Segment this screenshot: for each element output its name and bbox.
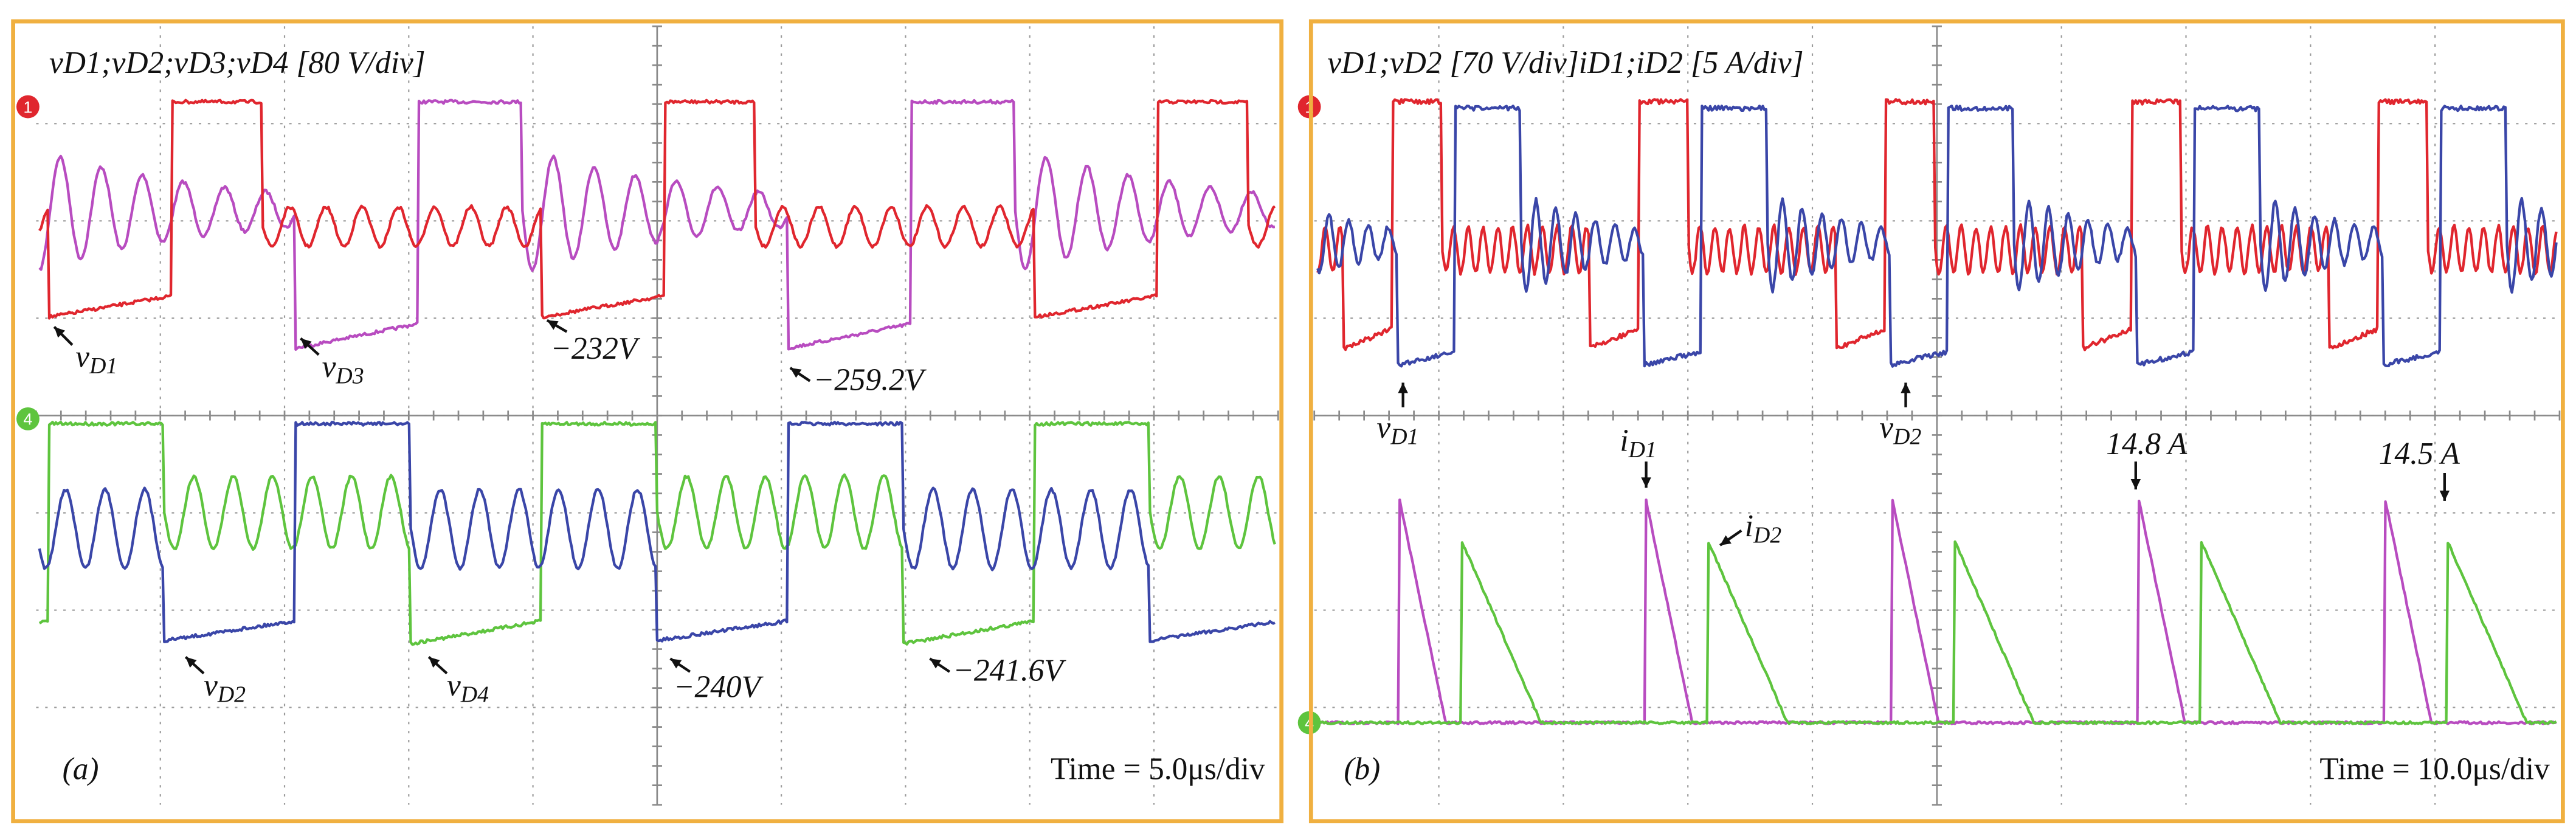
arrow-head [1901,382,1911,393]
panel-title: vD1;vD2;vD3;vD4 [80 V/div] [49,46,426,80]
annotation: 14.5 A [2379,437,2460,471]
arrow-head [300,338,312,350]
time-scale: Time = 10.0μs/div [2319,751,2550,786]
annotation: iD1 [1620,423,1656,462]
annotation: vD2 [1879,410,1921,449]
waveform [38,421,1276,646]
arrow-head [790,368,802,378]
annotation: vD1 [75,339,117,378]
annotation: vD4 [447,668,489,707]
arrow-head [547,320,559,330]
waveform [1317,540,2557,725]
annotation-sub: D1 [89,353,117,379]
annotation-base: i [1745,509,1753,544]
arrow-head [429,657,440,668]
channel-marker-label: 1 [23,98,32,116]
annotation-sub: D4 [460,682,489,707]
annotation-base: v [1879,410,1893,445]
panel-label: (a) [63,751,99,786]
arrow-head [1641,477,1651,488]
annotation-sub: D2 [217,682,246,707]
annotation-sub: D1 [1628,437,1657,463]
annotation-base: −232V [550,331,641,366]
annotation: −259.2V [813,362,927,397]
annotation-base: v [75,339,89,374]
waveform [1316,105,2558,368]
annotation-sub: D2 [1753,522,1781,548]
channel-marker [16,95,40,119]
annotation-sub: D1 [1390,424,1418,449]
channel-marker-label: 4 [23,410,32,429]
annotation-base: −240V [674,669,764,704]
annotation-base: i [1620,423,1628,458]
annotation: vD3 [322,350,364,389]
arrow-head [2439,490,2450,501]
annotation: −241.6V [953,653,1066,688]
annotation-base: −241.6V [953,653,1066,688]
waveform [38,98,1276,320]
annotation: −240V [674,669,764,704]
annotation: iD2 [1745,509,1782,548]
waveform [38,98,1276,351]
arrow-head [670,658,682,669]
arrow-head [2130,478,2141,490]
annotation-sub: D3 [335,363,364,389]
arrow-head [1720,535,1732,545]
waveform [38,421,1276,643]
annotation: vD1 [1376,410,1418,449]
arrow-head [930,658,942,669]
arrow-head [1398,382,1408,393]
panel-a-border [11,19,1284,824]
annotation: −232V [550,331,641,366]
arrow-head [54,326,66,338]
annotation-base: v [447,668,461,703]
annotation-base: 14.5 A [2379,437,2460,471]
annotation-base: v [204,668,218,703]
channel-marker [16,407,40,430]
annotation: 14.8 A [2106,427,2188,461]
annotation-base: v [322,350,336,384]
time-scale: Time = 5.0μs/div [1051,751,1265,786]
annotation-base: v [1376,410,1390,445]
panel-title: vD1;vD2 [70 V/div]iD1;iD2 [5 A/div] [1327,46,1803,80]
annotation-sub: D2 [1893,424,1921,449]
panel-a: 1 4 vD1;vD2;vD3;vD4 [80 V/div] (a) Time = 5.… [16,25,1279,806]
panel-b-border [1308,19,2565,824]
arrow-head [185,657,197,668]
annotation: vD2 [204,668,246,707]
waveform [1316,98,2558,351]
panel-label: (b) [1344,751,1380,786]
annotation-base: −259.2V [813,362,927,397]
annotation-base: 14.8 A [2106,427,2188,461]
